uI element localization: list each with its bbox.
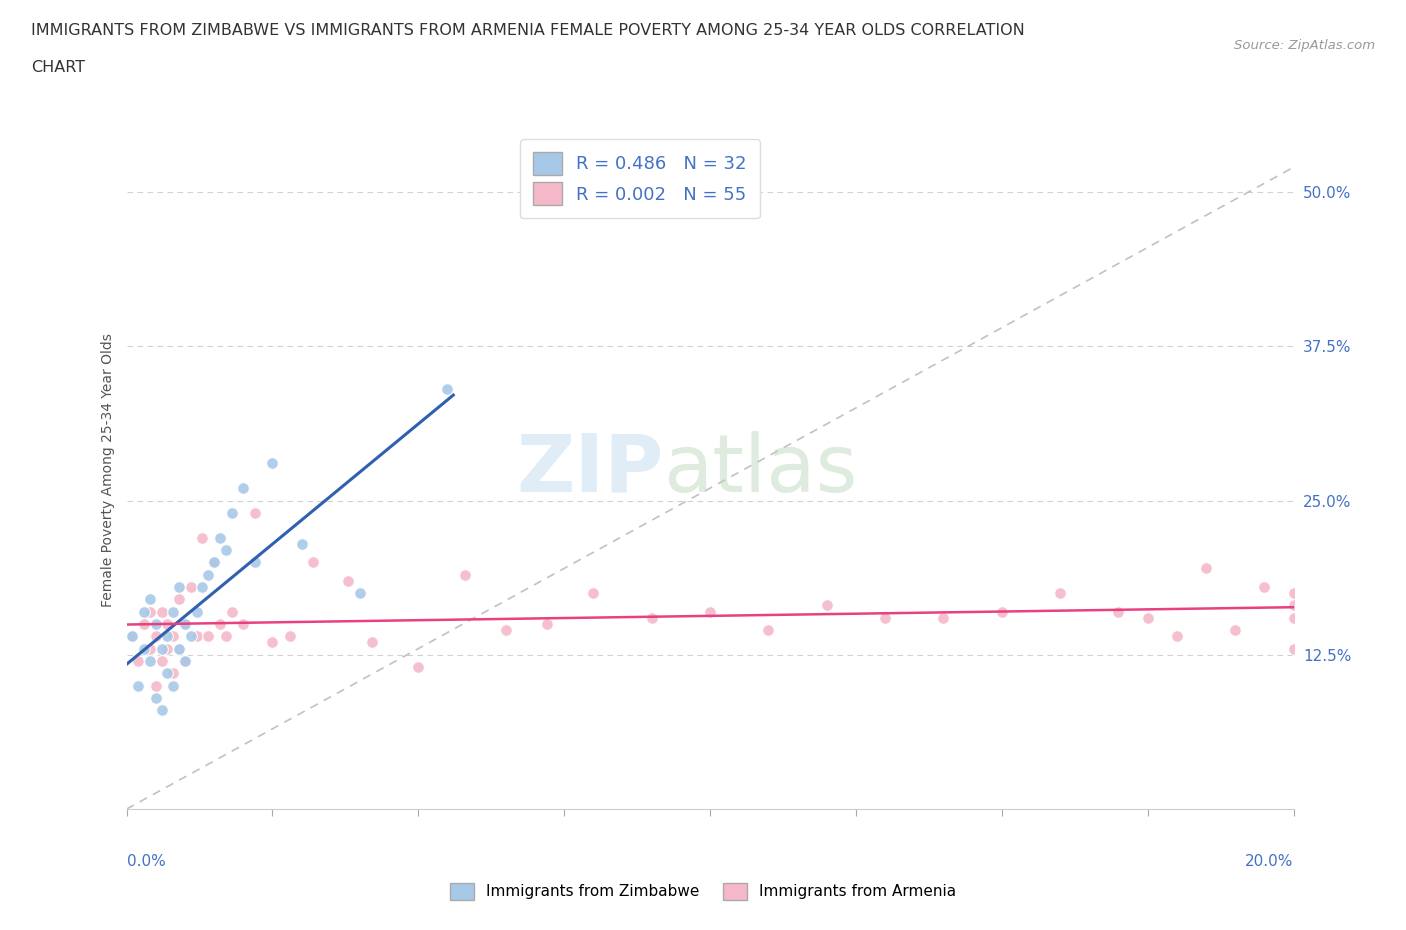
Point xyxy=(150,641,173,656)
Point xyxy=(436,382,458,397)
Point xyxy=(232,617,254,631)
Point xyxy=(156,617,179,631)
Point xyxy=(145,629,167,644)
Text: CHART: CHART xyxy=(31,60,84,75)
Point xyxy=(150,703,173,718)
Point xyxy=(536,617,558,631)
Point xyxy=(640,610,664,625)
Point xyxy=(262,635,284,650)
Point xyxy=(156,641,179,656)
Point xyxy=(990,604,1012,619)
Point xyxy=(162,666,184,681)
Point xyxy=(167,579,190,594)
Point xyxy=(408,659,430,674)
Point xyxy=(495,623,517,638)
Point xyxy=(197,629,219,644)
Point xyxy=(1108,604,1130,619)
Point xyxy=(150,604,173,619)
Point xyxy=(132,641,155,656)
Point xyxy=(162,604,184,619)
Point xyxy=(139,654,162,669)
Point xyxy=(167,641,190,656)
Point xyxy=(221,604,243,619)
Text: Source: ZipAtlas.com: Source: ZipAtlas.com xyxy=(1234,39,1375,52)
Point xyxy=(139,591,162,606)
Legend: Immigrants from Zimbabwe, Immigrants from Armenia: Immigrants from Zimbabwe, Immigrants fro… xyxy=(443,877,963,906)
Text: 0.0%: 0.0% xyxy=(127,854,166,869)
Point xyxy=(1195,561,1218,576)
Point xyxy=(360,635,382,650)
Point xyxy=(156,629,179,644)
Text: 20.0%: 20.0% xyxy=(1246,854,1294,869)
Point xyxy=(127,678,149,693)
Point xyxy=(139,641,162,656)
Point xyxy=(180,579,202,594)
Point xyxy=(1282,641,1305,656)
Point xyxy=(174,654,197,669)
Point xyxy=(302,555,325,570)
Point xyxy=(186,604,208,619)
Point xyxy=(243,505,266,520)
Point xyxy=(208,530,231,545)
Point xyxy=(454,567,477,582)
Point xyxy=(167,641,190,656)
Point xyxy=(349,586,371,601)
Point xyxy=(121,629,143,644)
Point xyxy=(167,591,190,606)
Point xyxy=(139,604,162,619)
Point xyxy=(875,610,897,625)
Point xyxy=(191,579,214,594)
Point xyxy=(815,598,838,613)
Text: IMMIGRANTS FROM ZIMBABWE VS IMMIGRANTS FROM ARMENIA FEMALE POVERTY AMONG 25-34 Y: IMMIGRANTS FROM ZIMBABWE VS IMMIGRANTS F… xyxy=(31,23,1025,38)
Point xyxy=(145,691,167,706)
Point xyxy=(215,542,238,557)
Point xyxy=(1282,586,1305,601)
Point xyxy=(1253,579,1275,594)
Point xyxy=(162,629,184,644)
Point xyxy=(132,604,155,619)
Point xyxy=(1282,598,1305,613)
Point xyxy=(208,617,231,631)
Point xyxy=(932,610,955,625)
Point xyxy=(127,654,149,669)
Point xyxy=(1282,610,1305,625)
Point xyxy=(186,629,208,644)
Point xyxy=(215,629,238,644)
Point xyxy=(121,629,143,644)
Point xyxy=(145,678,167,693)
Point xyxy=(162,678,184,693)
Y-axis label: Female Poverty Among 25-34 Year Olds: Female Poverty Among 25-34 Year Olds xyxy=(101,333,115,606)
Point xyxy=(1166,629,1188,644)
Legend: R = 0.486   N = 32, R = 0.002   N = 55: R = 0.486 N = 32, R = 0.002 N = 55 xyxy=(520,140,759,219)
Point xyxy=(221,505,243,520)
Point xyxy=(174,654,197,669)
Point xyxy=(1136,610,1159,625)
Point xyxy=(337,573,360,588)
Point xyxy=(1223,623,1246,638)
Point xyxy=(243,555,266,570)
Point xyxy=(191,530,214,545)
Point xyxy=(180,629,202,644)
Text: ZIP: ZIP xyxy=(516,431,664,509)
Point xyxy=(202,555,225,570)
Point xyxy=(262,456,284,471)
Point xyxy=(699,604,721,619)
Text: atlas: atlas xyxy=(664,431,858,509)
Point xyxy=(150,654,173,669)
Point xyxy=(756,623,779,638)
Point xyxy=(278,629,301,644)
Point xyxy=(174,617,197,631)
Point xyxy=(145,617,167,631)
Point xyxy=(132,617,155,631)
Point xyxy=(202,555,225,570)
Point xyxy=(197,567,219,582)
Point xyxy=(290,537,312,551)
Point xyxy=(232,481,254,496)
Point xyxy=(156,666,179,681)
Point xyxy=(1049,586,1071,601)
Point xyxy=(174,617,197,631)
Point xyxy=(582,586,605,601)
